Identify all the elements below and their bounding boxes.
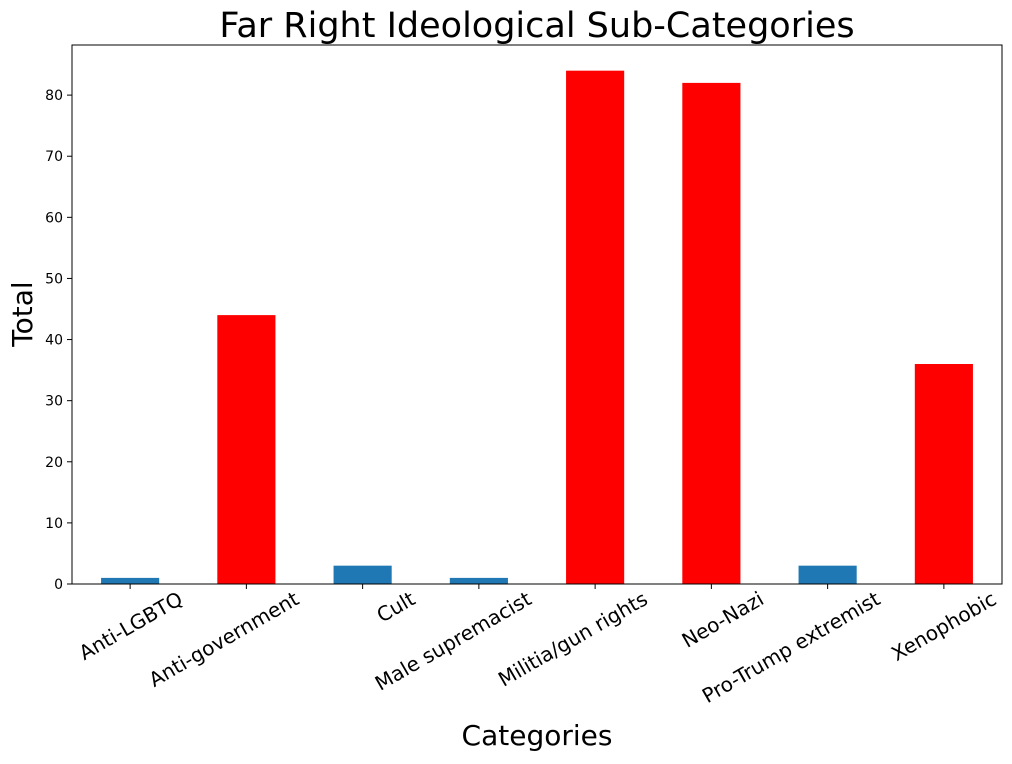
bar-male-supremacist (449, 577, 508, 584)
y-axis-ticks: 0 10 20 30 40 50 60 70 80 (45, 88, 72, 593)
x-tick-label-neo-nazi: Neo-Nazi (678, 587, 768, 653)
y-tick-label-60: 60 (45, 210, 63, 226)
plot-frame (71, 44, 1003, 585)
y-axis-label: Total (6, 281, 39, 347)
bar-anti-lgbtq (101, 577, 160, 584)
y-tick-label-30: 30 (45, 394, 63, 410)
y-tick-label-50: 50 (45, 271, 63, 287)
x-axis-label: Categories (462, 719, 613, 752)
x-tick-label-cult: Cult (372, 586, 419, 627)
x-tick-label-anti-lgbtq: Anti-LGBTQ (75, 587, 187, 665)
y-tick-label-10: 10 (45, 516, 63, 532)
bars-group (101, 70, 973, 584)
bar-neo-nazi (682, 82, 741, 584)
bar-pro-trump-extremist (798, 565, 857, 584)
y-tick-label-0: 0 (54, 577, 63, 593)
bar-anti-government (217, 315, 276, 584)
y-tick-label-80: 80 (45, 88, 63, 104)
y-tick-label-40: 40 (45, 333, 63, 349)
bar-xenophobic (914, 364, 973, 584)
chart-title: Far Right Ideological Sub-Categories (219, 6, 854, 46)
bar-militia-gun-rights (566, 70, 625, 584)
bar-cult (333, 565, 392, 584)
y-tick-label-20: 20 (45, 455, 63, 471)
x-tick-label-xenophobic: Xenophobic (887, 587, 1000, 666)
y-tick-label-70: 70 (45, 149, 63, 165)
